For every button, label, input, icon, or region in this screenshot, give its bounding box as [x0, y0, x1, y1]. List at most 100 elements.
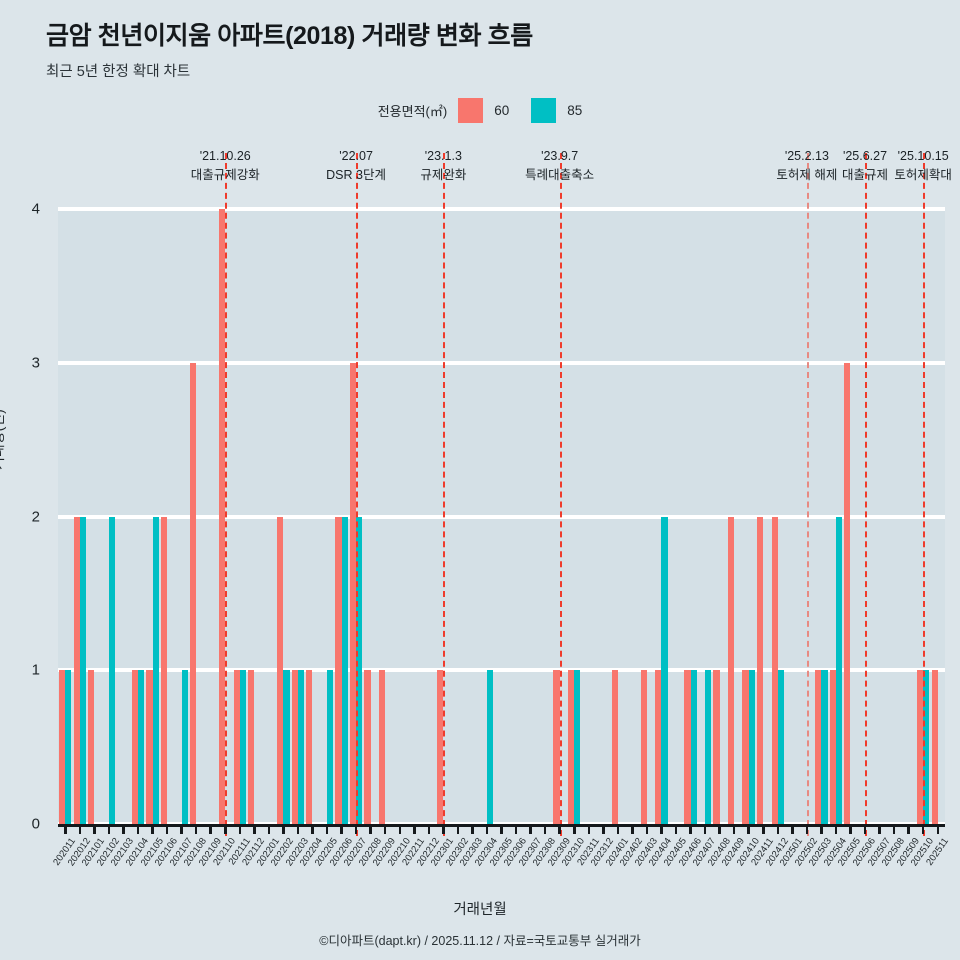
- x-axis-tick: [514, 824, 518, 834]
- annotation-line: [225, 153, 228, 836]
- bar: [364, 670, 371, 824]
- bar: [713, 670, 720, 824]
- y-axis-title: 거래량(건): [0, 409, 6, 470]
- bar: [291, 670, 298, 824]
- annotation-label: '22.07 DSR 3단계: [296, 147, 416, 186]
- x-axis-tick: [151, 824, 154, 834]
- chart-subtitle: 최근 5년 한정 확대 차트: [46, 64, 191, 80]
- x-axis-tick: [194, 824, 198, 834]
- y-axis-tick-label: 1: [31, 661, 40, 679]
- x-axis-tick: [267, 824, 271, 834]
- bar: [189, 362, 197, 824]
- bar: [661, 516, 668, 824]
- bar: [65, 670, 72, 824]
- annotation-date: '25.6.27: [842, 149, 888, 163]
- x-axis-tick: [398, 824, 401, 834]
- annotation-text: 토허제 해제: [776, 168, 838, 183]
- legend-label-85: 85: [567, 103, 583, 118]
- x-axis-tick: [631, 824, 634, 834]
- x-axis-tick: [645, 824, 649, 834]
- bar: [568, 670, 575, 824]
- bar: [181, 670, 188, 824]
- x-axis-tick: [660, 824, 663, 834]
- annotation-label: '21.10.26 대출규제강화: [165, 147, 285, 186]
- legend-swatch-85: [531, 98, 557, 123]
- gridline: [58, 668, 945, 673]
- x-axis-tick: [78, 824, 82, 834]
- bar: [146, 670, 153, 824]
- bar: [356, 516, 363, 824]
- bar: [233, 670, 240, 824]
- annotation-line: [806, 153, 809, 836]
- x-axis-tick: [558, 824, 561, 834]
- annotation-text: 규제완화: [420, 168, 467, 183]
- x-axis-tick: [732, 824, 736, 834]
- x-axis-tick: [805, 824, 809, 834]
- x-axis-tick: [427, 824, 431, 834]
- x-axis-tick: [791, 824, 794, 834]
- bar: [59, 670, 66, 824]
- x-axis-tick: [456, 824, 460, 834]
- x-axis-tick: [224, 824, 227, 834]
- annotation-label: '25.6.27 대출규제: [805, 147, 925, 186]
- legend-label-60: 60: [494, 103, 510, 118]
- x-axis-tick: [340, 824, 343, 834]
- bar: [916, 670, 924, 824]
- annotation-line: [443, 153, 446, 836]
- chart-credit: ©디아파트(dapt.kr) / 2025.11.12 / 자료=국토교통부 실…: [319, 934, 641, 948]
- bar: [757, 516, 764, 824]
- y-axis-tick-label: 3: [31, 354, 40, 372]
- x-axis-tick: [413, 824, 416, 834]
- bar: [640, 670, 647, 824]
- bar: [73, 516, 80, 824]
- bar: [335, 516, 342, 824]
- x-axis-tick: [587, 824, 591, 834]
- x-axis-tick-labels: 202011 202012 202101 202102 202103 202104 2021…: [51, 836, 950, 906]
- x-axis-tick: [907, 824, 910, 834]
- bar: [815, 670, 822, 824]
- x-axis-tick: [471, 824, 474, 834]
- x-axis-tick: [485, 824, 489, 834]
- x-axis-tick: [296, 824, 300, 834]
- x-axis-tick: [325, 824, 329, 834]
- bar: [297, 670, 305, 824]
- x-axis-tick: [863, 824, 867, 834]
- y-axis-tick-label: 4: [31, 200, 40, 218]
- bar: [829, 670, 836, 824]
- annotation-text: DSR 3단계: [326, 168, 386, 183]
- bar: [239, 670, 246, 824]
- annotation-label: '23.9.7 특례대출축소: [500, 147, 620, 186]
- gridline: [58, 207, 945, 211]
- gridline: [58, 360, 945, 365]
- bar: [152, 516, 159, 824]
- bar: [160, 516, 168, 824]
- x-axis-tick: [253, 824, 256, 834]
- chart-legend: 전용면적(㎡) 60 85: [0, 98, 960, 123]
- bar: [486, 670, 494, 824]
- bar: [777, 670, 784, 824]
- annotation-date: '23.9.7: [541, 149, 579, 163]
- bar: [821, 670, 828, 824]
- bar: [553, 670, 560, 824]
- y-axis-tick-label: 2: [31, 508, 40, 525]
- x-axis-tick: [820, 824, 823, 834]
- annotation-label: '25.10.15 토허제확대: [863, 147, 960, 186]
- x-axis-tick: [703, 824, 707, 834]
- x-axis-tick: [282, 824, 285, 834]
- x-axis-tick: [921, 824, 925, 834]
- bar: [748, 670, 755, 824]
- x-axis: [58, 824, 945, 834]
- x-axis-tick: [776, 824, 780, 834]
- bar: [727, 516, 735, 824]
- bar: [283, 670, 290, 824]
- gridline: [58, 514, 945, 519]
- x-axis-tick: [543, 824, 547, 834]
- page-title: 금암 천년이지움 아파트(2018) 거래량 변화 흐름: [46, 22, 533, 50]
- bar: [349, 362, 357, 824]
- bar: [742, 670, 749, 824]
- bar: [131, 670, 138, 824]
- chart-header: 금암 천년이지움 아파트(2018) 거래량 변화 흐름 최근 5년 한정 확대…: [46, 16, 533, 81]
- annotation-text: 대출규제강화: [190, 168, 260, 183]
- x-axis-tick: [762, 824, 765, 834]
- x-axis-tick: [878, 824, 881, 834]
